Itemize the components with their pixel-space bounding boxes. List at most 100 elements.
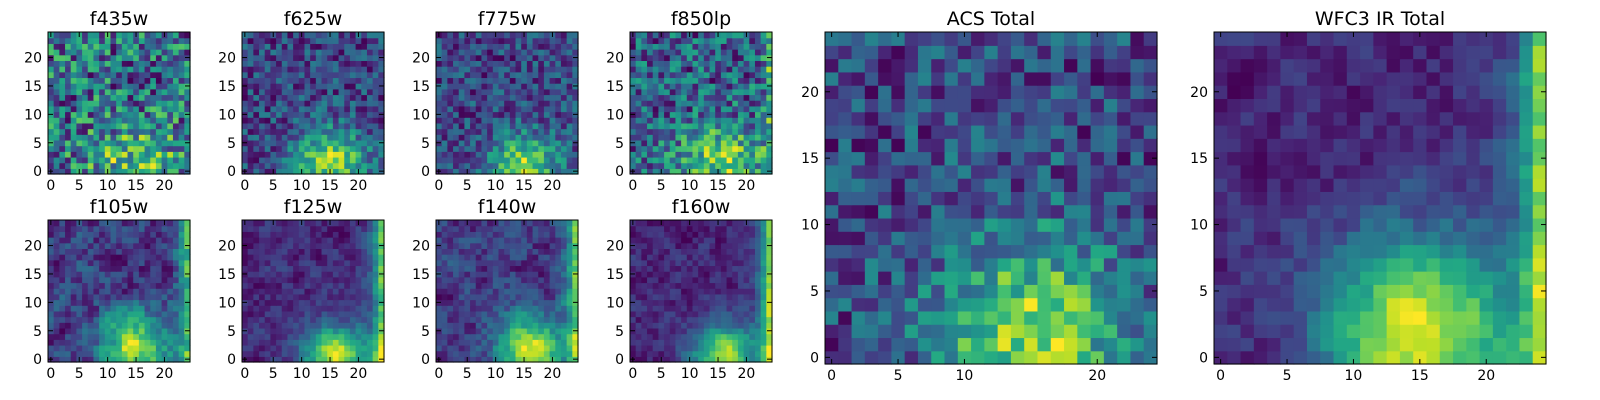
heatmap-cell [150,49,157,56]
heatmap-cell [247,122,254,130]
heatmap-cell [150,339,157,346]
heatmap-cell [332,105,340,113]
heatmap-cell [121,134,129,141]
heatmap-cell [155,254,163,261]
heatmap-cell [264,43,271,50]
heatmap-cell [184,128,191,135]
heatmap-cell [93,37,100,44]
heatmap-cell [87,88,95,96]
heatmap-cell [664,54,671,61]
heatmap-cell [538,220,545,227]
heatmap-cell [259,117,266,124]
heatmap-cell [372,60,379,67]
heatmap-cell [310,225,317,232]
heatmap-cell [276,254,283,261]
heatmap-cell [543,237,551,244]
heatmap-cell [754,105,762,113]
heatmap-cell [492,151,500,158]
heatmap-cell [754,145,762,152]
heatmap-cell [93,237,100,244]
heatmap-cell [242,88,249,96]
heatmap-cell [247,288,254,295]
heatmap-cell [150,242,157,249]
heatmap-cell [253,288,260,295]
heatmap-cell [675,43,682,50]
heatmap-cell [647,282,654,289]
heatmap-cell [487,254,494,261]
heatmap-cell [304,139,311,147]
heatmap-cell [70,231,77,238]
heatmap-cell [253,254,260,261]
heatmap-cell [87,356,95,363]
heatmap-cell [560,237,568,244]
heatmap-cell [698,350,705,357]
heatmap-cell [253,220,260,227]
heatmap-cell [647,151,654,158]
heatmap-cell [349,134,357,141]
heatmap-cell [549,237,556,244]
heatmap-cell [138,339,146,346]
heatmap-cell [630,293,637,301]
heatmap-cell [127,168,134,175]
heatmap-cell [247,231,254,238]
heatmap-cell [538,231,545,238]
heatmap-cell [453,220,460,227]
heatmap-cell [475,316,483,323]
heatmap-cell [378,100,385,107]
heatmap-cell [321,276,328,284]
heatmap-cell [475,333,483,340]
heatmap-cell [641,122,648,130]
heatmap-cell [737,310,745,318]
heatmap-cell [526,145,534,152]
heatmap-cell [155,151,163,158]
heatmap-cell [366,151,374,158]
heatmap-cell [48,293,55,301]
heatmap-cell [321,71,328,79]
heatmap-cell [247,265,254,272]
heatmap-cell [349,237,357,244]
heatmap-cell [93,220,100,227]
heatmap-cell [327,254,334,261]
heatmap-cell [475,282,483,289]
panel-title: f160w [672,196,731,218]
heatmap-cell [749,168,756,175]
heatmap-cell [504,88,511,96]
heatmap-cell [647,333,654,340]
heatmap-cell [93,242,100,249]
heatmap-cell [349,151,357,158]
heatmap-cell [264,288,271,295]
heatmap-cell [538,339,545,346]
heatmap-cell [121,37,129,44]
heatmap-cell [481,83,488,90]
heatmap-cell [470,276,477,284]
heatmap-cell [338,259,345,267]
heatmap-cell [681,299,688,306]
heatmap-cell [87,151,95,158]
heatmap-cell [504,122,511,130]
heatmap-cell [70,305,77,312]
heatmap-cell [315,225,323,232]
heatmap-cell [172,122,180,130]
heatmap-cell [481,60,488,67]
heatmap-cell [766,156,773,164]
heatmap-cell [720,322,728,329]
heatmap-cell [720,356,728,363]
heatmap-cell [555,242,562,249]
heatmap-cell [635,111,642,118]
heatmap-cell [349,316,357,323]
heatmap-cell [48,151,55,158]
heatmap-cell [338,94,345,101]
heatmap-cell [276,248,283,255]
heatmap-cell [155,322,163,329]
heatmap-cell [327,111,334,118]
heatmap-cell [82,254,89,261]
heatmap-cell [344,299,351,306]
heatmap-cell [281,94,289,101]
heatmap-cell [184,117,191,124]
heatmap-cell [366,254,374,261]
heatmap-cell [481,293,488,301]
heatmap-cell [504,271,511,278]
heatmap-cell [698,288,705,295]
heatmap-cell [726,122,733,130]
heatmap-cell [760,128,767,135]
